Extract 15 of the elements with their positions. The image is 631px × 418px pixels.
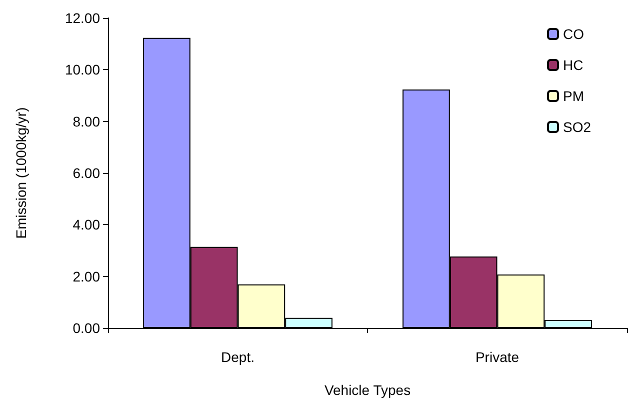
y-tick-label: 2.00 — [72, 268, 100, 284]
legend-label: PM — [562, 88, 584, 104]
y-tick-label: 12.00 — [64, 10, 100, 26]
y-tick-label: 4.00 — [72, 216, 100, 233]
y-tick-label: 0.00 — [72, 320, 100, 336]
y-axis-title: Emission (1000kg/yr) — [13, 107, 29, 239]
x-axis-title: Vehicle Types — [324, 382, 411, 398]
x-tick-label: Private — [475, 349, 520, 365]
y-tick-label: 6.00 — [72, 165, 100, 181]
x-tick-label: Dept. — [221, 349, 254, 365]
legend-label: SO2 — [562, 119, 592, 135]
y-tick-label: 10.00 — [64, 62, 100, 78]
legend-label: HC — [562, 57, 584, 73]
legend-label: CO — [562, 26, 584, 42]
y-tick-label: 8.00 — [72, 113, 100, 130]
